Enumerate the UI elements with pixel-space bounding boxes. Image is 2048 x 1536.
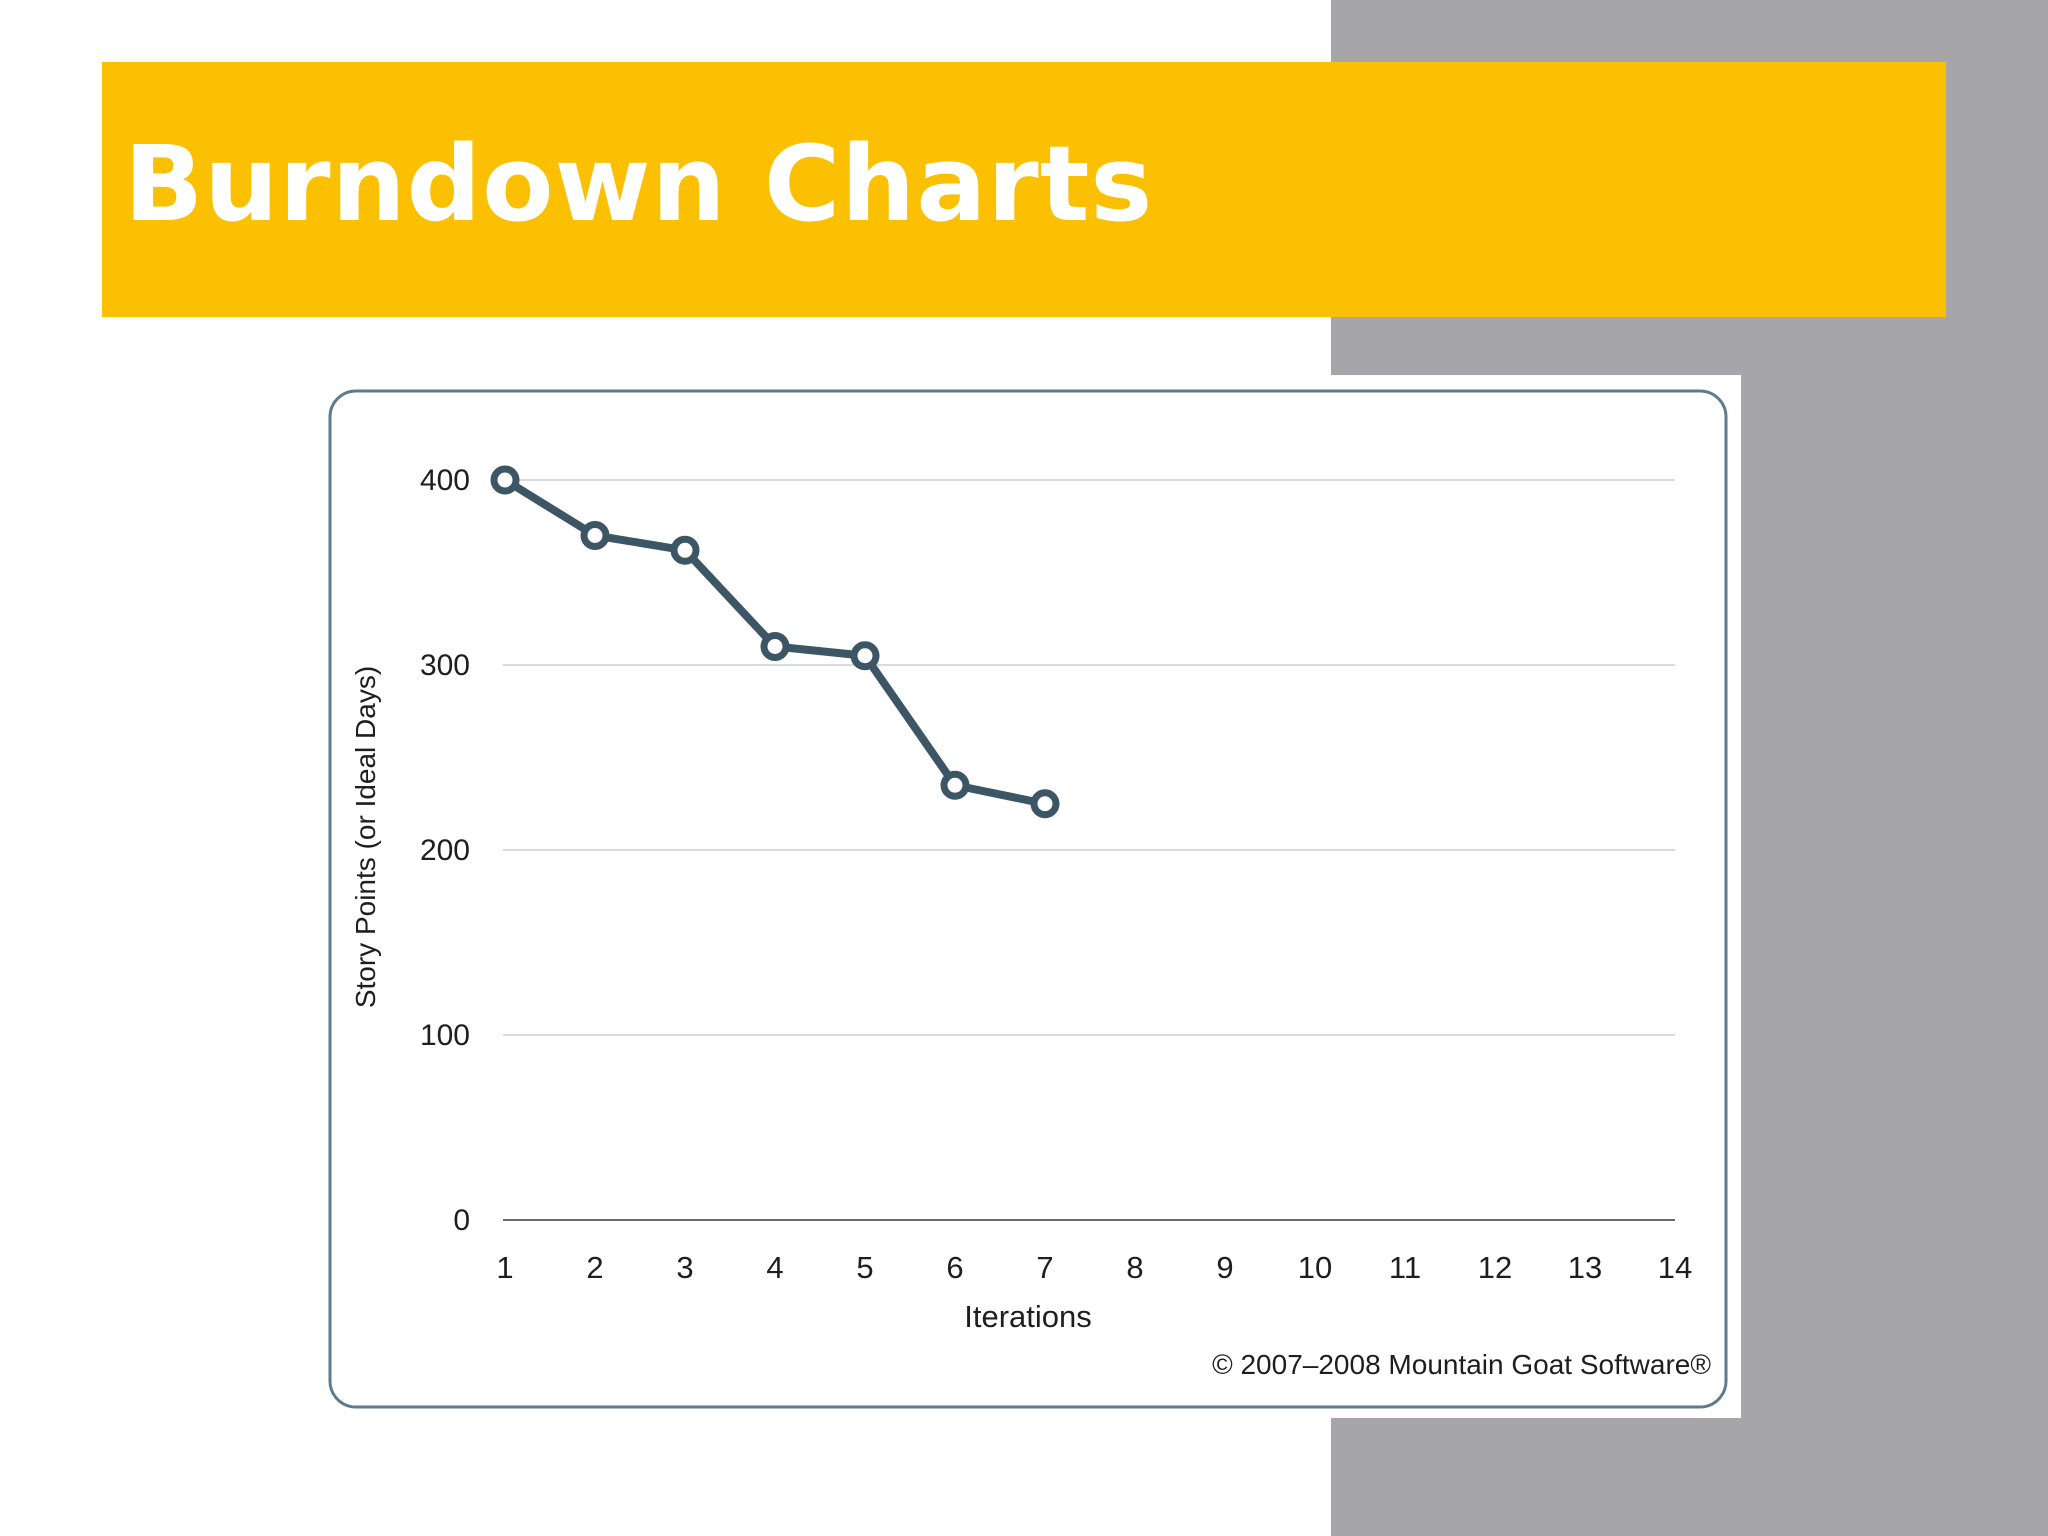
x-tick-label: 14 — [1658, 1250, 1692, 1285]
x-tick-label: 5 — [856, 1250, 873, 1285]
x-tick-label: 8 — [1126, 1250, 1143, 1285]
y-tick-label: 0 — [453, 1204, 470, 1237]
x-tick-label: 11 — [1389, 1250, 1421, 1285]
x-tick-label: 7 — [1036, 1250, 1053, 1285]
x-tick-label: 2 — [586, 1250, 603, 1285]
x-tick-label: 6 — [946, 1250, 963, 1285]
y-tick-label: 200 — [420, 834, 470, 867]
title-band: Burndown Charts — [102, 62, 1946, 317]
data-point — [760, 632, 790, 661]
x-tick-label: 10 — [1298, 1250, 1332, 1285]
copyright-text: © 2007–2008 Mountain Goat Software® — [1212, 1349, 1711, 1380]
chart-figure: 0 100 200 300 400 1 2 3 4 5 6 7 8 9 10 11 12 13 14 Story … — [315, 375, 1741, 1418]
data-point — [850, 641, 880, 671]
data-point — [670, 535, 700, 565]
x-tick-label: 12 — [1478, 1250, 1512, 1285]
slide-title: Burndown Charts — [124, 123, 1154, 245]
series — [490, 465, 1060, 819]
y-tick-label: 300 — [420, 649, 470, 682]
y-tick-label: 400 — [420, 464, 470, 497]
chart-frame — [328, 389, 1728, 1409]
y-tick-labels: 0 100 200 300 400 — [420, 464, 470, 1237]
x-tick-label: 3 — [676, 1250, 693, 1285]
x-axis-label: Iterations — [964, 1299, 1092, 1334]
x-tick-labels: 1 2 3 4 5 6 7 8 9 10 11 12 13 14 — [496, 1250, 1692, 1285]
x-tick-label: 9 — [1216, 1250, 1233, 1285]
x-tick-label: 4 — [766, 1250, 783, 1285]
data-point — [490, 465, 520, 495]
x-tick-label: 1 — [496, 1250, 513, 1285]
gridlines — [503, 479, 1675, 1221]
data-point — [1030, 789, 1060, 819]
x-tick-label: 13 — [1568, 1250, 1602, 1285]
data-point — [940, 770, 970, 800]
data-point — [580, 521, 610, 550]
y-axis-label: Story Points (or Ideal Days) — [350, 666, 381, 1008]
y-tick-label: 100 — [420, 1019, 470, 1052]
